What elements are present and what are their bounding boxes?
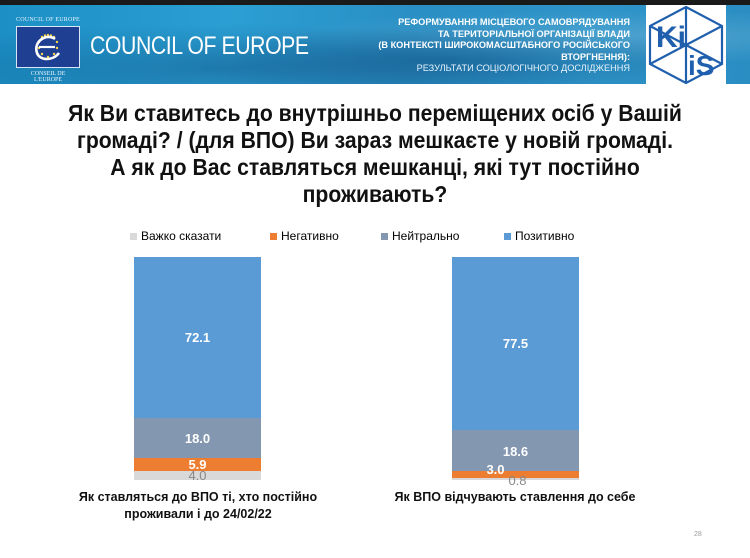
category-label-idps: Як ВПО відчувають ставлення до себе <box>360 489 670 506</box>
value-label-negative: 3.0 <box>486 462 505 477</box>
value-label-neutral: 18.0 <box>184 431 211 446</box>
project-title: РЕФОРМУВАННЯ МІСЦЕВОГО САМОВРЯДУВАННЯ ТА… <box>378 17 630 75</box>
top-dark-strip <box>0 0 750 5</box>
bar-segment-neutral: 18.6 <box>452 430 579 471</box>
legend-item-neutral: Нейтрально <box>381 229 459 243</box>
value-label-hard-to-say: 0.8 <box>508 473 527 488</box>
legend-label: Нейтрально <box>392 229 460 243</box>
coe-logo-bottom-text: CONSEIL DE L'EUROPE <box>30 71 66 83</box>
legend-item-negative: Негативно <box>270 229 339 243</box>
value-label-neutral: 18.6 <box>502 444 529 459</box>
svg-text:Ki: Ki <box>656 21 686 54</box>
legend-swatch-neutral <box>381 232 388 240</box>
kiis-cube-icon: Ki iS <box>648 5 724 85</box>
category-label-residents: Як ставляться до ВПО ті, хто постійно пр… <box>40 489 356 523</box>
project-title-line-2: ТА ТЕРИТОРІАЛЬНОЇ ОРГАНІЗАЦІЇ ВЛАДИ <box>437 28 630 39</box>
legend-swatch-hard-to-say <box>130 232 137 240</box>
bar-segment-negative: 5.9 <box>134 457 261 472</box>
banner-background-photo <box>0 5 750 84</box>
coe-title: COUNCIL OF EUROPE <box>90 32 309 60</box>
bar-segment-hard-to-say: 4.0 <box>134 468 261 483</box>
legend-swatch-negative <box>270 232 277 240</box>
value-label-positive: 77.5 <box>502 336 529 351</box>
bar-segment-positive: 77.5 <box>452 257 579 430</box>
bar-segment-neutral: 18.0 <box>134 418 261 458</box>
project-subtitle: РЕЗУЛЬТАТИ СОЦІОЛОГІЧНОГО ДОСЛІДЖЕННЯ <box>416 63 630 73</box>
legend-item-hard-to-say: Важко сказати <box>130 229 221 243</box>
category-label-line-2: проживали і до 24/02/22 <box>124 507 272 521</box>
legend-swatch-positive <box>504 232 511 240</box>
category-label-line-1: Як ставляться до ВПО ті, хто постійно <box>78 490 318 504</box>
legend-label: Позитивно <box>515 229 575 243</box>
category-label-line-1: Як ВПО відчувають ставлення до себе <box>394 490 636 504</box>
project-title-line-3: (В КОНТЕКСТІ ШИРОКОМАСШТАБНОГО РОСІЙСЬКО… <box>378 40 630 50</box>
legend-label: Негативно <box>281 229 339 243</box>
kiis-logo: Ki iS <box>646 5 726 85</box>
bar-segment-negative: 3.0 <box>452 462 579 478</box>
value-label-hard-to-say: 4.0 <box>188 468 207 483</box>
page-number: 28 <box>694 531 702 538</box>
project-title-line-4: ВТОРГНЕННЯ): <box>561 51 630 62</box>
legend-label: Важко сказати <box>141 229 222 243</box>
svg-text:iS: iS <box>688 50 714 81</box>
bar-segment-hard-to-say: 0.8 <box>452 473 579 488</box>
project-title-line-1: РЕФОРМУВАННЯ МІСЦЕВОГО САМОВРЯДУВАННЯ <box>398 17 630 27</box>
coe-logo-top-text: COUNCIL OF EUROPE <box>16 17 80 23</box>
council-of-europe-logo: COUNCIL OF EUROPE CONSEIL DE L'EUROPE <box>16 17 80 83</box>
stacked-bar-residents: 72.1 18.0 5.9 4.0 <box>134 257 261 483</box>
header-banner: COUNCIL OF EUROPE CONSEIL DE L'EUROPE CO… <box>0 5 750 84</box>
value-label-negative: 5.9 <box>188 457 207 472</box>
value-label-positive: 72.1 <box>184 330 211 345</box>
stacked-bar-idps: 77.5 18.6 3.0 0.8 <box>452 257 579 488</box>
chart-question-title: Як Ви ставитесь до внутрішньо переміщени… <box>68 100 682 207</box>
bar-segment-positive: 72.1 <box>134 257 261 418</box>
legend-item-positive: Позитивно <box>504 229 574 243</box>
coe-flag-icon <box>16 26 80 68</box>
